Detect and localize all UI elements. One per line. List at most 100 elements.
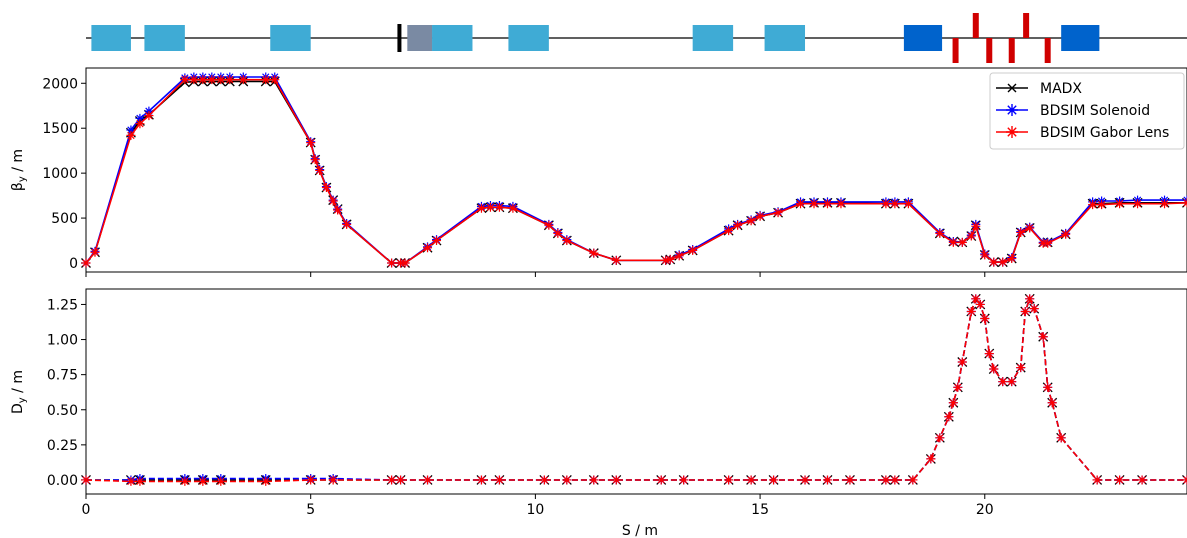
beta-point-2 bbox=[387, 258, 397, 268]
dispersion-point-2 bbox=[1056, 433, 1066, 443]
dispersion-point-2 bbox=[822, 475, 832, 485]
beta-point-2 bbox=[665, 254, 675, 264]
beta-point-2 bbox=[809, 199, 819, 209]
beta-point-2 bbox=[126, 130, 136, 140]
beta-point-2 bbox=[342, 219, 352, 229]
beta-y-plot: 0 500 1000 1500 2000 βy / m MADX BDSIM Solen… bbox=[10, 67, 1187, 277]
beta-ytick-label: 2000 bbox=[42, 76, 78, 92]
kicker-element bbox=[952, 38, 959, 63]
dispersion-point-2 bbox=[476, 475, 486, 485]
quadrupole-element bbox=[91, 25, 131, 51]
beta-point-2 bbox=[881, 199, 891, 209]
dispersion-point-2 bbox=[980, 313, 990, 323]
legend-label-bdsim-solenoid: BDSIM Solenoid bbox=[1040, 103, 1150, 119]
beta-point-2 bbox=[998, 257, 1008, 267]
kicker-element bbox=[1008, 38, 1015, 63]
beta-point-2 bbox=[966, 231, 976, 241]
beta-point-2 bbox=[270, 75, 280, 85]
dispersion-point-2 bbox=[984, 349, 994, 359]
beta-point-2 bbox=[544, 220, 554, 230]
beta-point-2 bbox=[1043, 238, 1053, 248]
kicker-element bbox=[1023, 13, 1030, 38]
dispersion-point-2 bbox=[216, 476, 226, 486]
beta-point-2 bbox=[315, 165, 325, 175]
dispersion-point-2 bbox=[81, 475, 91, 485]
dispersion-plot-frame bbox=[85, 288, 1187, 495]
beta-point-2 bbox=[238, 75, 248, 85]
beta-point-2 bbox=[423, 243, 433, 253]
beta-point-2 bbox=[989, 257, 999, 267]
kicker-element bbox=[1044, 38, 1051, 63]
dispersion-point-2 bbox=[769, 475, 779, 485]
beta-point-2 bbox=[1016, 227, 1026, 237]
legend-label-bdsim-gabor-lens: BDSIM Gabor Lens bbox=[1040, 125, 1169, 141]
beta-point-2 bbox=[135, 119, 145, 129]
beta-point-2 bbox=[321, 183, 331, 193]
beta-point-2 bbox=[310, 155, 320, 165]
gabor-lens-element bbox=[903, 25, 943, 51]
beta-point-2 bbox=[562, 236, 572, 246]
dispersion-point-2 bbox=[890, 475, 900, 485]
beta-y-axis-label: βy / m bbox=[10, 149, 28, 191]
dispersion-point-2 bbox=[966, 306, 976, 316]
s-x-ticks: 0 5 10 15 20 bbox=[82, 494, 994, 518]
quadrupole-element bbox=[270, 25, 311, 51]
quadrupole-element bbox=[508, 25, 549, 51]
beta-ytick-label: 0 bbox=[69, 256, 78, 272]
dispersion-point-2 bbox=[746, 475, 756, 485]
dispersion-point-2 bbox=[589, 475, 599, 485]
dispersion-point-2 bbox=[135, 476, 145, 486]
dispersion-point-2 bbox=[944, 412, 954, 422]
dispersion-ytick-label: 0.25 bbox=[47, 438, 78, 454]
dispersion-point-2 bbox=[1043, 382, 1053, 392]
beta-point-2 bbox=[1025, 223, 1035, 233]
dispersion-point-2 bbox=[1020, 306, 1030, 316]
beta-point-2 bbox=[1160, 199, 1170, 209]
dispersion-point-2 bbox=[998, 377, 1008, 387]
dispersion-point-2 bbox=[881, 475, 891, 485]
beta-point-2 bbox=[836, 199, 846, 209]
dispersion-point-2 bbox=[724, 475, 734, 485]
gabor-lens-element bbox=[1061, 25, 1100, 51]
beta-point-2 bbox=[957, 237, 967, 247]
beta-point-2 bbox=[485, 202, 495, 212]
quadrupole-element bbox=[764, 25, 806, 51]
dispersion-point-2 bbox=[423, 475, 433, 485]
dispersion-point-2 bbox=[948, 398, 958, 408]
beta-point-2 bbox=[971, 221, 981, 231]
beta-ytick-label: 1500 bbox=[42, 121, 78, 137]
legend-entry-madx: MADX bbox=[996, 81, 1082, 97]
beta-point-2 bbox=[1061, 229, 1071, 239]
beta-point-2 bbox=[553, 228, 563, 238]
beta-point-2 bbox=[796, 199, 806, 209]
dispersion-point-2 bbox=[494, 475, 504, 485]
dispersion-point-2 bbox=[1038, 332, 1048, 342]
beta-point-2 bbox=[822, 199, 832, 209]
legend-label-madx: MADX bbox=[1040, 81, 1082, 97]
dispersion-point-2 bbox=[396, 475, 406, 485]
dispersion-point-2 bbox=[679, 475, 689, 485]
beta-point-2 bbox=[733, 220, 743, 230]
beta-point-2 bbox=[90, 247, 100, 257]
beta-point-2 bbox=[1097, 200, 1107, 210]
beta-point-2 bbox=[207, 75, 217, 85]
beta-point-2 bbox=[261, 75, 271, 85]
beta-point-2 bbox=[1133, 199, 1143, 209]
xtick-label: 20 bbox=[976, 502, 994, 518]
collimator-element bbox=[407, 25, 433, 51]
dispersion-point-2 bbox=[1025, 294, 1035, 304]
dispersion-point-2 bbox=[1047, 398, 1057, 408]
dispersion-point-2 bbox=[387, 475, 397, 485]
beta-point-2 bbox=[225, 75, 235, 85]
dispersion-point-2 bbox=[539, 475, 549, 485]
dispersion-point-2 bbox=[800, 475, 810, 485]
dispersion-point-2 bbox=[306, 475, 316, 485]
dispersion-point-2 bbox=[1092, 475, 1102, 485]
dispersion-ytick-label: 0.00 bbox=[47, 473, 78, 489]
beta-point-2 bbox=[755, 211, 765, 221]
dispersion-point-2 bbox=[180, 476, 190, 486]
beta-point-1 bbox=[126, 125, 136, 135]
dispersion-series-2 bbox=[85, 296, 1187, 483]
beta-y-ticks: 0 500 1000 1500 2000 bbox=[42, 76, 986, 277]
